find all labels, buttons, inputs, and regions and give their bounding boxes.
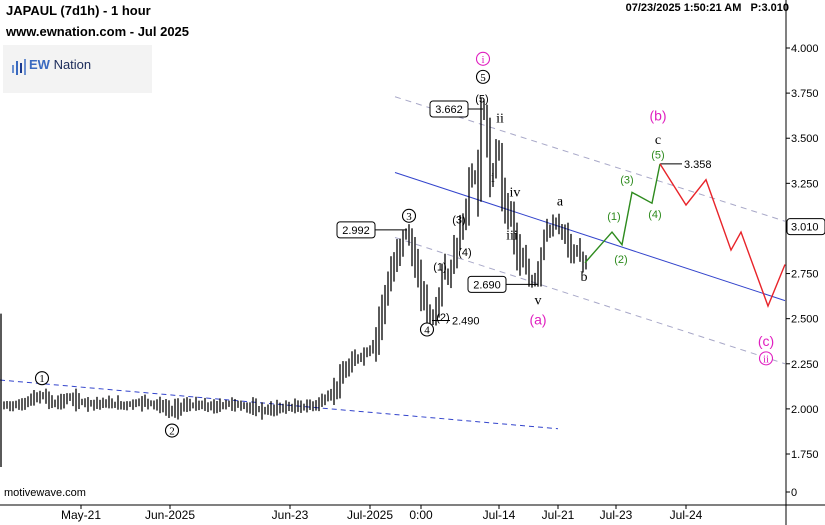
wave-label: (a): [529, 311, 546, 327]
motivewave-credit: motivewave.com: [4, 487, 86, 499]
website-label: www.ewnation.com - Jul 2025: [6, 24, 190, 39]
channel-lower: [394, 236, 786, 365]
chart-symbol-title: JAPAUL (7d1h) - 1 hour: [6, 3, 151, 18]
x-tick-label: Jul-21: [542, 508, 575, 522]
wave-label: (1): [607, 211, 620, 223]
wave-label-circle: [164, 423, 180, 438]
price-label: 3.358: [684, 159, 712, 171]
price-readout: P:3.010: [750, 2, 789, 14]
current-price-label: 3.010: [791, 222, 819, 234]
y-tick-label: 1.750: [791, 449, 819, 461]
logo-prefix: EW: [29, 57, 50, 72]
wave-label: v: [535, 294, 542, 309]
wave-label: (5): [475, 94, 488, 106]
wave-label: iii: [506, 229, 518, 244]
logo-bars-icon: [12, 59, 26, 75]
wave-label-circle: [475, 69, 491, 84]
wave-label: (3): [620, 175, 633, 187]
price-label: 2.992: [342, 225, 370, 237]
channel-midline: [394, 172, 786, 302]
wave-label: ii: [763, 353, 769, 365]
x-tick-label: Jul-23: [600, 508, 633, 522]
logo-suffix: Nation: [49, 57, 92, 72]
wave-label: 1: [39, 373, 45, 385]
wave-label: (b): [649, 108, 666, 124]
x-tick-label: Jul-2025: [347, 508, 393, 522]
y-tick-label: 3.750: [791, 88, 819, 100]
current-price-box: [786, 218, 825, 236]
y-tick-label: 3.500: [791, 133, 819, 145]
y-tick-label: 3.250: [791, 178, 819, 190]
wave-label: 5: [480, 72, 486, 84]
wave-label: (2): [436, 312, 449, 324]
wave-label: iv: [510, 185, 521, 200]
ew-nation-logo: EW Nation: [3, 45, 152, 93]
x-tick-label: May-21: [61, 508, 101, 522]
wave-label: a: [557, 194, 564, 209]
y-tick-label: 2.000: [791, 404, 819, 416]
wave-label: 4: [424, 324, 430, 336]
wave-label-circle: [475, 51, 491, 66]
y-tick-label: 2.500: [791, 314, 819, 326]
y-tick-label: 2.750: [791, 269, 819, 281]
wave-label: i: [481, 54, 484, 66]
wave-label: 2: [169, 426, 175, 438]
wave-label: (3): [452, 214, 465, 226]
price-label-box: [429, 100, 469, 118]
y-tick-label: 4.000: [791, 43, 819, 55]
wave-label: c: [655, 133, 661, 148]
y-tick-label: 2.250: [791, 359, 819, 371]
wave-label: (1): [433, 261, 446, 273]
price-label-box: [467, 275, 507, 293]
x-tick-label: Jul-14: [483, 508, 516, 522]
wave-label: (4): [458, 247, 471, 259]
y-tick-label: 0: [791, 487, 797, 499]
wave-label: (4): [648, 209, 661, 221]
wave-label: (c): [758, 333, 774, 349]
x-tick-label: 0:00: [409, 508, 433, 522]
timestamp: 07/23/2025 1:50:21 AM: [625, 2, 742, 14]
timestamp-label: 07/23/2025 1:50:21 AM P:3.010: [626, 2, 789, 14]
x-tick-label: Jun-23: [272, 508, 309, 522]
wave-label: (5): [651, 149, 664, 161]
price-label: 2.690: [473, 279, 501, 291]
wave-label-circle: [34, 371, 50, 386]
wave-label: b: [581, 270, 588, 285]
wave-label: (2): [614, 254, 627, 266]
wave-label: ii: [496, 111, 504, 126]
projection-wave-c-up: [584, 163, 661, 264]
wave-label: i: [491, 171, 495, 186]
price-label-box: [336, 221, 376, 239]
logo-text: EW Nation: [29, 57, 91, 72]
wave-label-circle: [758, 351, 774, 366]
price-label: 3.662: [435, 104, 463, 116]
wave-label-circle: [419, 322, 435, 337]
x-tick-label: Jul-24: [670, 508, 703, 522]
wave-label: 3: [406, 211, 412, 223]
wave-2-trendline: [0, 379, 559, 430]
projection-wave-c-down: [659, 163, 786, 308]
x-tick-label: Jun-2025: [145, 508, 195, 522]
price-label: 2.490: [452, 315, 480, 327]
wave-label-circle: [401, 208, 417, 223]
